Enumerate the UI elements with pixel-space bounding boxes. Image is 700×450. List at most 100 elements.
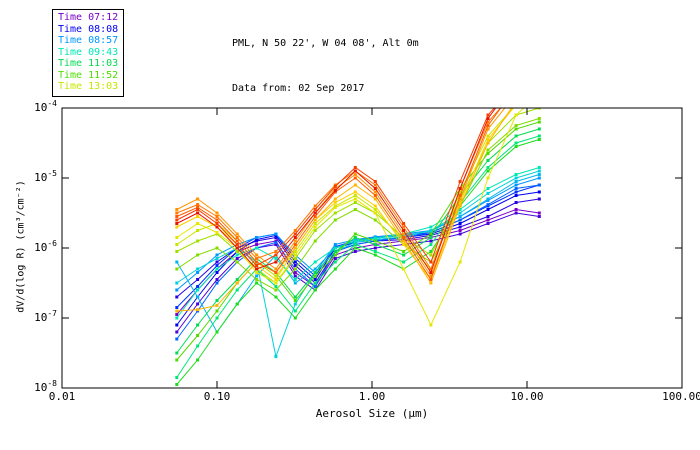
series-marker — [458, 190, 462, 194]
series-marker — [353, 194, 357, 197]
series-marker — [537, 211, 541, 215]
series-marker — [175, 330, 179, 334]
series-marker — [255, 271, 259, 274]
series-marker — [353, 208, 357, 211]
series-marker — [235, 246, 239, 250]
series-marker — [215, 211, 219, 215]
series-marker — [429, 239, 433, 243]
series-marker — [313, 225, 317, 229]
series-marker — [353, 243, 357, 246]
series-marker — [196, 288, 200, 292]
series-marker — [313, 278, 317, 281]
legend-item: Time 07:12 — [58, 12, 119, 23]
series-marker — [486, 191, 490, 195]
series-marker — [274, 267, 278, 271]
legend-item: Time 11:52 — [58, 69, 119, 81]
series-marker — [458, 197, 462, 201]
series-marker — [486, 222, 490, 225]
series-marker — [458, 222, 462, 225]
series-marker — [537, 127, 541, 131]
series-marker — [175, 376, 179, 379]
series-line-6 — [176, 177, 540, 291]
series-marker — [215, 281, 219, 285]
series-marker — [313, 204, 317, 208]
series-marker — [353, 169, 357, 173]
series-marker — [333, 253, 337, 257]
series-marker — [313, 229, 317, 232]
series-marker — [373, 246, 377, 250]
series-marker — [215, 316, 219, 320]
series-marker — [538, 79, 541, 82]
series-marker — [429, 243, 433, 246]
series-marker — [215, 225, 219, 229]
series-marker — [514, 187, 518, 190]
series-marker — [175, 309, 179, 313]
series-marker — [429, 267, 433, 271]
series-marker — [196, 295, 200, 299]
series-marker — [537, 183, 541, 187]
y-tick-label: 10-8 — [34, 379, 57, 394]
series-marker — [515, 93, 518, 96]
series-marker — [255, 243, 259, 246]
series-marker — [514, 194, 518, 197]
series-marker — [274, 232, 278, 236]
y-tick-label: 10-7 — [34, 309, 57, 324]
series-marker — [196, 205, 200, 209]
x-tick-label: 10.00 — [510, 390, 544, 403]
series-marker — [274, 285, 278, 288]
series-marker — [255, 253, 259, 257]
series-marker — [486, 218, 490, 222]
series-marker — [235, 253, 239, 257]
x-axis-label: Aerosol Size (μm) — [315, 407, 429, 420]
series-marker — [402, 236, 406, 239]
series-marker — [196, 278, 200, 281]
series-marker — [293, 299, 297, 302]
series-marker — [429, 323, 433, 327]
series-marker — [175, 267, 179, 271]
series-marker — [458, 232, 462, 236]
series-marker — [373, 187, 377, 190]
series-marker — [175, 323, 179, 327]
series-marker — [429, 232, 433, 236]
series-marker — [486, 141, 490, 145]
series-marker — [175, 208, 179, 211]
series-marker — [537, 117, 541, 120]
series-marker — [175, 337, 179, 341]
series-marker — [293, 295, 297, 299]
series-marker — [293, 236, 297, 239]
series-marker — [274, 271, 278, 274]
series-marker — [235, 278, 239, 281]
series-marker — [353, 197, 357, 201]
series-marker — [175, 243, 179, 246]
series-marker — [293, 309, 297, 313]
series-marker — [235, 260, 239, 264]
series-marker — [486, 166, 490, 169]
series-marker — [235, 257, 239, 260]
series-marker — [175, 225, 179, 229]
series-marker — [196, 334, 200, 337]
series-marker — [274, 253, 278, 257]
series-marker — [313, 271, 317, 274]
series-marker — [215, 231, 219, 235]
series-marker — [274, 257, 278, 260]
series-marker — [196, 271, 200, 274]
series-marker — [458, 180, 462, 183]
series-line-9 — [176, 167, 540, 319]
series-marker — [537, 169, 541, 173]
series-marker — [486, 127, 490, 131]
series-marker — [313, 274, 317, 278]
series-marker — [429, 253, 433, 257]
series-marker — [274, 295, 278, 299]
series-marker — [486, 124, 490, 127]
x-tick-label: 0.10 — [203, 390, 231, 403]
legend-item: Time 08:57 — [58, 35, 119, 46]
series-marker — [175, 383, 179, 386]
series-marker — [373, 218, 377, 222]
series-marker — [215, 309, 219, 313]
series-marker — [373, 253, 377, 257]
series-marker — [333, 243, 337, 246]
series-marker — [255, 264, 259, 267]
series-marker — [373, 243, 377, 246]
series-marker — [373, 250, 377, 253]
